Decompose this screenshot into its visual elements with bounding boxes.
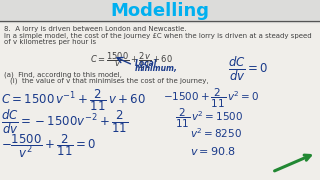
Text: (i)  the value of v that minimises the cost of the journey,: (i) the value of v that minimises the co… bbox=[10, 78, 209, 84]
Text: $\dfrac{2}{11}\,v^2=1500$: $\dfrac{2}{11}\,v^2=1500$ bbox=[175, 107, 243, 130]
Text: $C=1500\,v^{-1}+\dfrac{2}{11}\,v+60$: $C=1500\,v^{-1}+\dfrac{2}{11}\,v+60$ bbox=[1, 87, 146, 113]
Text: In a simple model, the cost of the journey £C when the lorry is driven at a stea: In a simple model, the cost of the journ… bbox=[4, 33, 312, 39]
Bar bbox=[0, 0, 320, 22]
Text: $-1500+\dfrac{2}{11}\,v^2=0$: $-1500+\dfrac{2}{11}\,v^2=0$ bbox=[163, 87, 259, 110]
Text: (a)  Find, according to this model,: (a) Find, according to this model, bbox=[4, 72, 122, 78]
Text: $C = \dfrac{1500}{v} + \dfrac{2v}{11} + 60$: $C = \dfrac{1500}{v} + \dfrac{2v}{11} + … bbox=[90, 50, 173, 71]
Text: $\dfrac{dC}{dv}=-1500v^{-2}+\dfrac{2}{11}$: $\dfrac{dC}{dv}=-1500v^{-2}+\dfrac{2}{11… bbox=[1, 108, 128, 136]
Text: $v^2=8250$: $v^2=8250$ bbox=[190, 126, 242, 140]
Text: 8.  A lorry is driven between London and Newcastle.: 8. A lorry is driven between London and … bbox=[4, 26, 187, 32]
Text: of v kilometres per hour is: of v kilometres per hour is bbox=[4, 39, 96, 45]
Text: $-\dfrac{1500}{v^2}+\dfrac{2}{11}=0$: $-\dfrac{1500}{v^2}+\dfrac{2}{11}=0$ bbox=[1, 132, 96, 160]
Text: minimum,: minimum, bbox=[135, 64, 178, 73]
Text: Modelling: Modelling bbox=[110, 2, 210, 20]
Text: $v=90.8$: $v=90.8$ bbox=[190, 145, 236, 157]
Text: Local: Local bbox=[135, 59, 157, 68]
Text: $\dfrac{dC}{dv}=0$: $\dfrac{dC}{dv}=0$ bbox=[228, 55, 268, 83]
